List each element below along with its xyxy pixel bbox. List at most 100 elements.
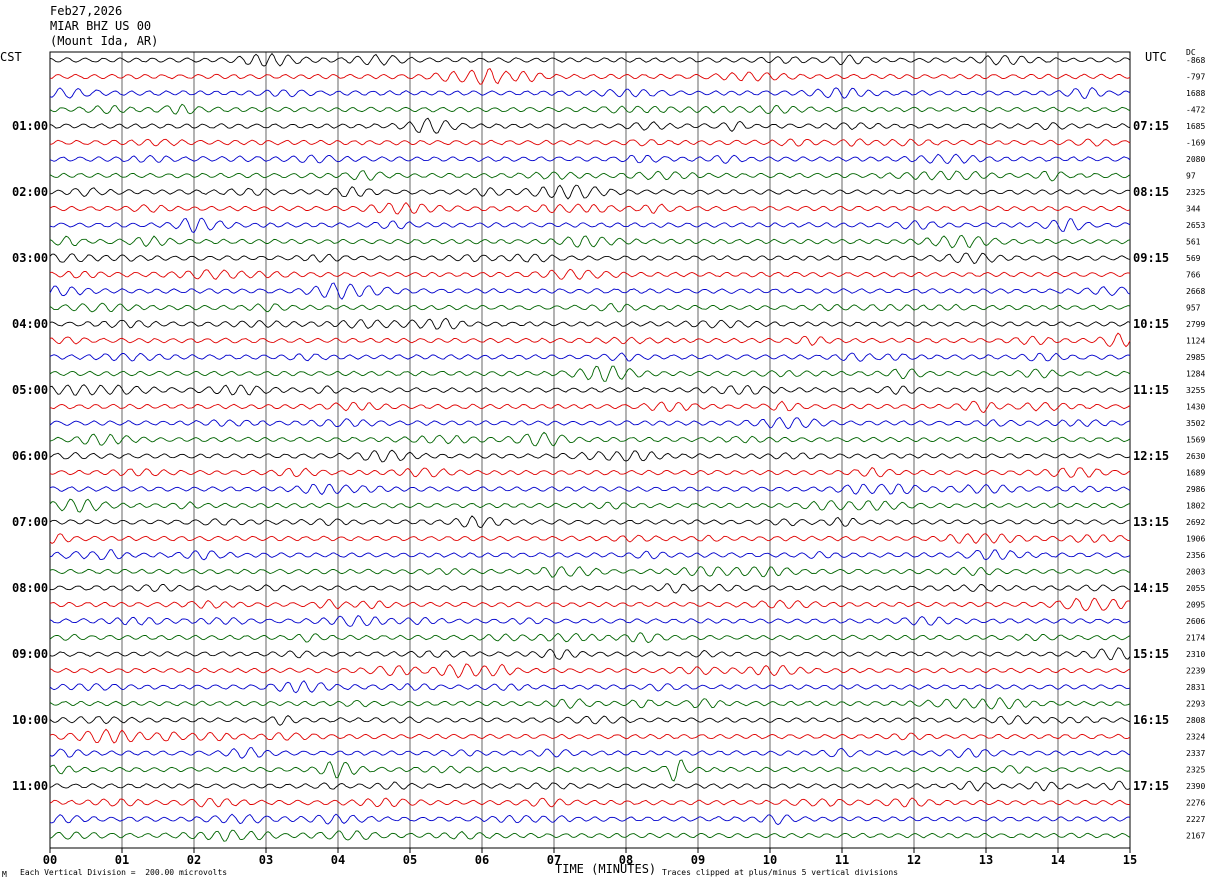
trace-row bbox=[49, 87, 1131, 99]
trace-row bbox=[49, 282, 1131, 300]
x-tick-label: 01 bbox=[115, 853, 129, 867]
dc-offset-label: 2080 bbox=[1186, 155, 1205, 164]
dc-offset-label: 2808 bbox=[1186, 716, 1205, 725]
trace-row bbox=[49, 780, 1131, 792]
trace-row bbox=[49, 201, 1131, 215]
right-hour-label: 11:15 bbox=[1133, 383, 1169, 397]
trace-row bbox=[49, 449, 1131, 463]
trace-row bbox=[49, 170, 1131, 182]
dc-offset-label: 2390 bbox=[1186, 782, 1205, 791]
dc-offset-label: 2692 bbox=[1186, 518, 1205, 527]
dc-offset-label: 2095 bbox=[1186, 601, 1205, 610]
dc-offset-label: 2310 bbox=[1186, 650, 1205, 659]
dc-offset-label: 2003 bbox=[1186, 568, 1205, 577]
trace-row bbox=[49, 483, 1131, 496]
x-tick-label: 03 bbox=[259, 853, 273, 867]
scale-note: Each Vertical Division = 200.00 microvol… bbox=[20, 868, 228, 877]
trace-row bbox=[49, 365, 1131, 382]
trace-row bbox=[49, 829, 1131, 842]
trace-row bbox=[49, 268, 1131, 280]
trace-row bbox=[49, 597, 1131, 612]
dc-offset-label: 1124 bbox=[1186, 337, 1205, 346]
x-tick-label: 02 bbox=[187, 853, 201, 867]
left-hour-label: 10:00 bbox=[12, 713, 48, 727]
x-tick-label: 14 bbox=[1051, 853, 1065, 867]
left-hour-label: 09:00 bbox=[12, 647, 48, 661]
dc-offset-label: 1284 bbox=[1186, 370, 1205, 379]
right-hour-label: 17:15 bbox=[1133, 779, 1169, 793]
dc-offset-label: 1802 bbox=[1186, 502, 1205, 511]
right-hour-label: 07:15 bbox=[1133, 119, 1169, 133]
x-tick-label: 06 bbox=[475, 853, 489, 867]
dc-offset-label: 1689 bbox=[1186, 469, 1205, 478]
x-tick-label: 15 bbox=[1123, 853, 1137, 867]
trace-row bbox=[49, 103, 1131, 115]
dc-offset-label: 561 bbox=[1186, 238, 1201, 247]
x-tick-label: 09 bbox=[691, 853, 705, 867]
dc-offset-label: 3255 bbox=[1186, 386, 1205, 395]
dc-offset-label: 2630 bbox=[1186, 452, 1205, 461]
dc-offset-label: 2325 bbox=[1186, 766, 1205, 775]
dc-offset-label: 569 bbox=[1186, 254, 1201, 263]
trace-row bbox=[49, 583, 1131, 594]
trace-row bbox=[49, 234, 1131, 249]
clip-note: Traces clipped at plus/minus 5 vertical … bbox=[662, 868, 899, 877]
trace-row bbox=[49, 431, 1131, 447]
trace-row bbox=[49, 416, 1131, 430]
right-hour-label: 15:15 bbox=[1133, 647, 1169, 661]
left-hour-label: 02:00 bbox=[12, 185, 48, 199]
trace-row bbox=[49, 317, 1131, 330]
dc-offset-label: 97 bbox=[1186, 172, 1196, 181]
trace-row bbox=[49, 117, 1131, 134]
dc-offset-label: 2799 bbox=[1186, 320, 1205, 329]
x-tick-label: 07 bbox=[547, 853, 561, 867]
x-tick-label: 04 bbox=[331, 853, 345, 867]
dc-label: DC bbox=[1186, 48, 1196, 57]
x-axis-title: TIME (MINUTES) bbox=[555, 862, 657, 876]
trace-row bbox=[49, 68, 1131, 85]
trace-row bbox=[49, 217, 1131, 234]
dc-offset-label: 766 bbox=[1186, 271, 1201, 280]
right-hour-label: 10:15 bbox=[1133, 317, 1169, 331]
dc-offset-label: 344 bbox=[1186, 205, 1201, 214]
left-hour-label: 08:00 bbox=[12, 581, 48, 595]
dc-offset-label: 2293 bbox=[1186, 700, 1205, 709]
x-tick-label: 13 bbox=[979, 853, 993, 867]
dc-offset-label: 2239 bbox=[1186, 667, 1205, 676]
dc-offset-label: 2325 bbox=[1186, 188, 1205, 197]
dc-offset-label: -169 bbox=[1186, 139, 1205, 148]
dc-offset-label: 2337 bbox=[1186, 749, 1205, 758]
right-hour-label: 16:15 bbox=[1133, 713, 1169, 727]
trace-row bbox=[49, 533, 1131, 545]
dc-offset-label: 2276 bbox=[1186, 799, 1205, 808]
station-label: MIAR BHZ US 00 bbox=[50, 19, 152, 33]
right-hour-label: 09:15 bbox=[1133, 251, 1169, 265]
trace-row bbox=[49, 400, 1131, 414]
dc-offset-label: 2227 bbox=[1186, 815, 1205, 824]
dc-offset-label: 1569 bbox=[1186, 436, 1205, 445]
dc-offset-label: 2324 bbox=[1186, 733, 1205, 742]
trace-row bbox=[49, 252, 1131, 265]
trace-row bbox=[49, 728, 1131, 744]
x-tick-label: 05 bbox=[403, 853, 417, 867]
trace-row bbox=[49, 52, 1131, 67]
dc-offset-label: 1685 bbox=[1186, 122, 1205, 131]
dc-offset-label: 2167 bbox=[1186, 832, 1205, 841]
right-timezone-label: UTC bbox=[1145, 50, 1167, 64]
x-tick-label: 11 bbox=[835, 853, 849, 867]
dc-offset-label: 1688 bbox=[1186, 89, 1205, 98]
trace-row bbox=[49, 515, 1131, 528]
dc-offset-label: 2986 bbox=[1186, 485, 1205, 494]
left-hour-label: 05:00 bbox=[12, 383, 48, 397]
left-hour-label: 04:00 bbox=[12, 317, 48, 331]
dc-offset-label: 2055 bbox=[1186, 584, 1205, 593]
date-label: Feb27,2026 bbox=[50, 4, 123, 18]
dc-offset-label: 1430 bbox=[1186, 403, 1205, 412]
x-tick-label: 08 bbox=[619, 853, 633, 867]
left-hour-label: 07:00 bbox=[12, 515, 48, 529]
trace-row bbox=[49, 797, 1131, 808]
left-hour-label: 06:00 bbox=[12, 449, 48, 463]
left-hour-label: 01:00 bbox=[12, 119, 48, 133]
trace-row bbox=[49, 384, 1131, 396]
